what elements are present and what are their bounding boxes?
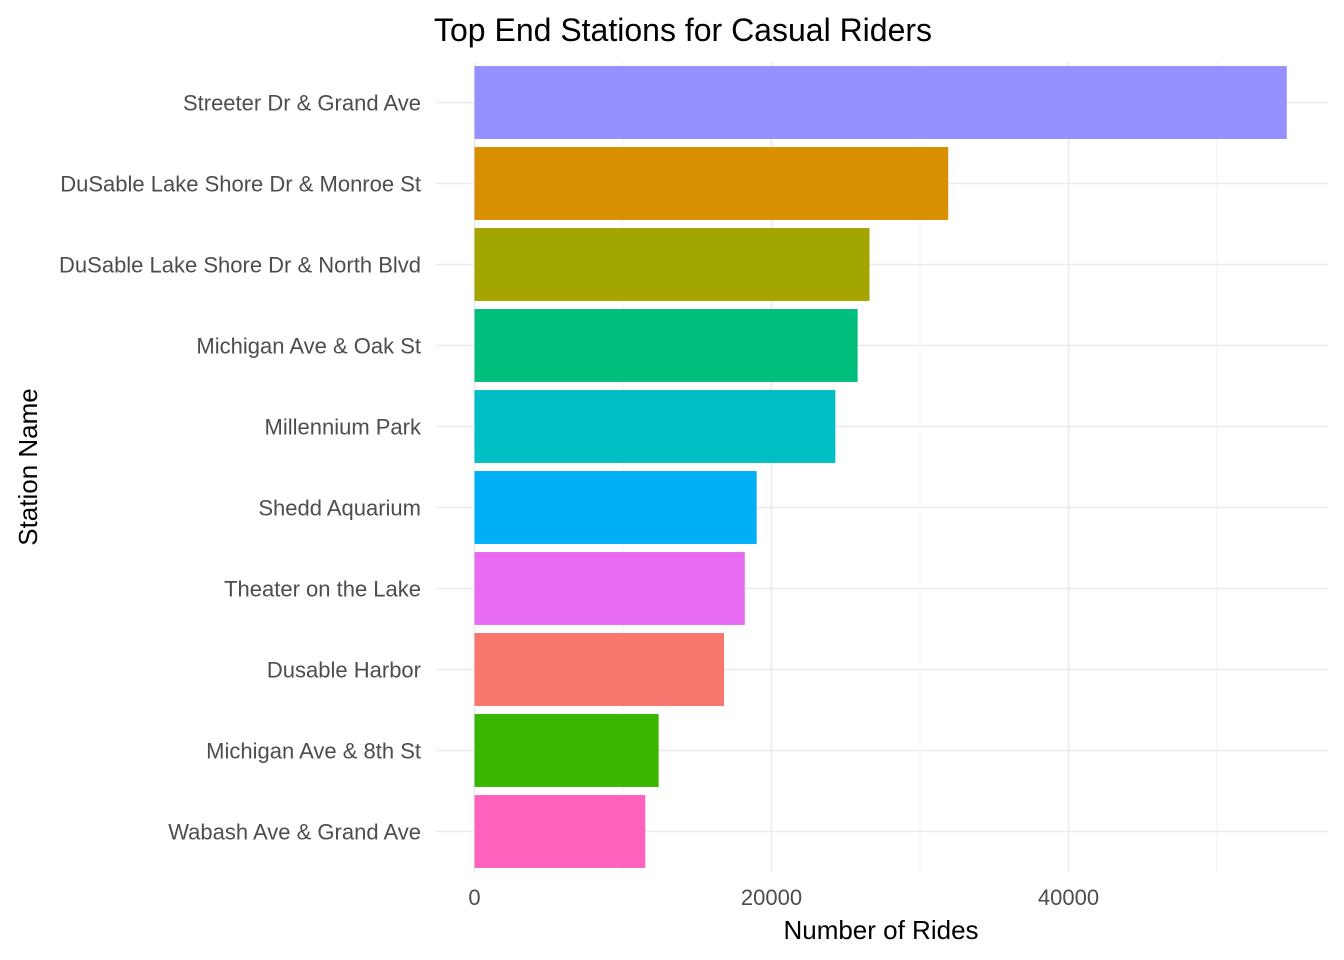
y-tick-labels: Streeter Dr & Grand Ave DuSable Lake Shor… xyxy=(59,91,422,845)
y-tick-label: Michigan Ave & 8th St xyxy=(206,739,421,764)
y-tick-label: DuSable Lake Shore Dr & Monroe St xyxy=(60,172,421,197)
y-tick-label: Michigan Ave & Oak St xyxy=(196,334,421,359)
y-axis-title: Station Name xyxy=(13,388,43,546)
bar xyxy=(474,633,724,706)
x-axis-title: Number of Rides xyxy=(783,915,978,945)
x-tick-label: 40000 xyxy=(1038,885,1099,910)
bar xyxy=(474,147,949,220)
x-tick-label: 0 xyxy=(468,885,480,910)
y-tick-label: Theater on the Lake xyxy=(224,577,421,602)
y-tick-label: Shedd Aquarium xyxy=(258,496,421,521)
bar xyxy=(474,714,659,787)
y-tick-label: Millennium Park xyxy=(265,415,422,440)
bar xyxy=(474,795,646,868)
bar xyxy=(474,66,1287,139)
bar xyxy=(474,390,836,463)
y-tick-label: Wabash Ave & Grand Ave xyxy=(168,820,421,845)
bar xyxy=(474,471,757,544)
bar xyxy=(474,309,858,382)
x-tick-label: 20000 xyxy=(741,885,802,910)
chart-title: Top End Stations for Casual Riders xyxy=(434,12,932,48)
bar xyxy=(474,552,745,625)
x-tick-labels: 0 20000 40000 xyxy=(468,885,1099,910)
bar xyxy=(474,228,870,301)
bars xyxy=(474,66,1287,868)
y-tick-label: DuSable Lake Shore Dr & North Blvd xyxy=(59,253,421,278)
y-tick-label: Streeter Dr & Grand Ave xyxy=(183,91,421,116)
y-tick-label: Dusable Harbor xyxy=(267,658,421,683)
